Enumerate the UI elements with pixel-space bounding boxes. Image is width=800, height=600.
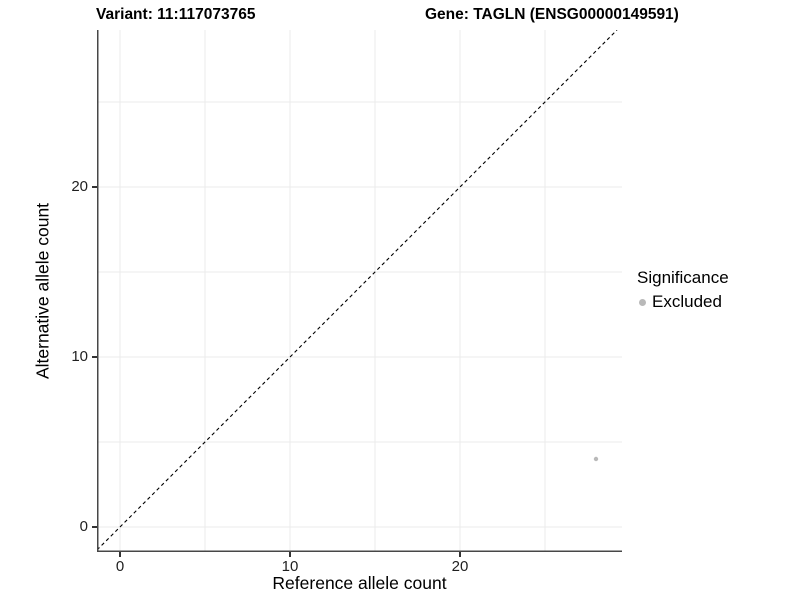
- legend-items: Excluded: [637, 292, 729, 312]
- legend-item: Excluded: [637, 292, 729, 312]
- x-tick-label: 20: [451, 558, 469, 575]
- y-tick-mark: [92, 356, 97, 358]
- y-axis-title: Alternative allele count: [32, 202, 53, 380]
- y-tick-label: 10: [71, 348, 88, 365]
- plot-panel: [97, 30, 622, 552]
- x-axis-title: Reference allele count: [272, 573, 447, 593]
- x-tick-mark: [289, 552, 291, 557]
- x-tick-mark: [459, 552, 461, 557]
- plot-canvas: [97, 30, 622, 552]
- y-tick-label: 20: [71, 178, 88, 195]
- legend-title: Significance: [637, 268, 729, 287]
- plot-title-gene: Gene: TAGLN (ENSG00000149591): [425, 6, 679, 23]
- y-tick-mark: [92, 526, 97, 528]
- x-tick-label: 10: [281, 558, 299, 575]
- x-tick-mark: [119, 552, 121, 557]
- legend-point-icon: [639, 298, 646, 306]
- plot-title-variant: Variant: 11:117073765: [96, 6, 256, 23]
- legend-item-label: Excluded: [652, 292, 722, 311]
- y-tick-label: 0: [79, 518, 88, 535]
- identity-dashed-line: [97, 30, 618, 551]
- legend: Significance Excluded: [637, 268, 729, 312]
- y-tick-mark: [92, 186, 97, 188]
- data-point: [593, 456, 599, 462]
- x-tick-label: 0: [115, 558, 125, 575]
